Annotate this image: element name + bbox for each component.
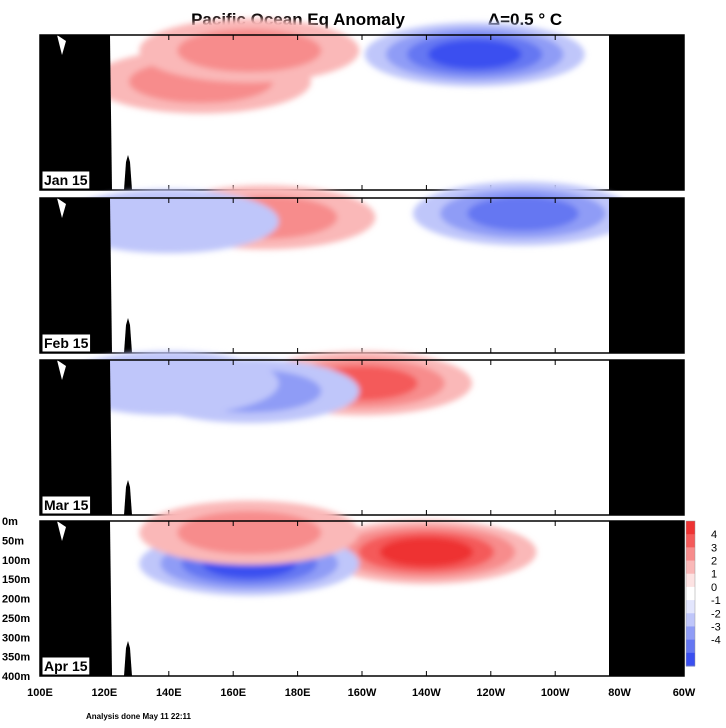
colorbar-label: 3 <box>711 542 717 554</box>
longitude-tick-label: 140W <box>412 687 441 699</box>
seamount <box>124 155 132 190</box>
land-mask-east <box>609 521 684 676</box>
longitude-tick-label: 80W <box>608 687 631 699</box>
colorbar-label: 2 <box>711 556 717 568</box>
longitude-tick-label: 120E <box>92 687 118 699</box>
longitude-tick-label: 180E <box>285 687 311 699</box>
cold-anomaly <box>428 39 522 70</box>
land-mask-west <box>40 35 100 190</box>
panel-date-label: Apr 15 <box>44 658 88 674</box>
longitude-tick-label: 100W <box>541 687 570 699</box>
warm-anomaly <box>177 511 322 555</box>
land-mask-east <box>609 35 684 190</box>
colorbar-label: -2 <box>711 608 721 620</box>
land-mask-east <box>609 198 684 353</box>
panel-date-label: Jan 15 <box>44 172 88 188</box>
warm-anomaly <box>379 537 474 567</box>
panel-date-label-box <box>41 170 91 190</box>
panels-group: Jan 15 Feb 15 Mar 15 Apr 15 <box>39 18 685 677</box>
colorbar-swatch <box>686 613 695 627</box>
land-mask-ridge <box>100 198 112 353</box>
colorbar-swatch <box>686 534 695 548</box>
land-mask-ridge <box>100 521 112 676</box>
panel-date-label-box <box>41 495 92 515</box>
panel-date-label: Feb 15 <box>44 335 89 351</box>
cold-anomaly <box>467 196 579 231</box>
land-notch <box>57 360 66 380</box>
colorbar-swatch <box>686 652 695 667</box>
land-notch <box>57 521 66 541</box>
anomaly-field <box>58 351 472 423</box>
colorbar-swatch <box>686 639 695 654</box>
colorbar-label: 1 <box>711 569 717 581</box>
longitude-tick-label: 120W <box>476 687 505 699</box>
depth-tick-label: 200m <box>2 594 30 606</box>
seamount <box>124 641 132 676</box>
longitude-tick-label: 100E <box>27 687 53 699</box>
colorbar: 43 210-1-2-3 -4 <box>685 520 721 667</box>
panel: Feb 15 <box>39 181 685 354</box>
colorbar-swatch <box>686 626 695 641</box>
depth-tick-label: 50m <box>2 535 24 547</box>
colorbar-label: 4 <box>711 529 717 541</box>
colorbar-label: 0 <box>711 582 717 594</box>
colorbar-swatch <box>686 586 695 601</box>
land-mask-west <box>40 360 100 515</box>
panel-date-label: Mar 15 <box>44 497 89 513</box>
warm-anomaly <box>177 28 322 73</box>
longitude-tick-label: 160W <box>348 687 377 699</box>
colorbar-frame <box>685 520 696 667</box>
panel: Mar 15 <box>39 351 685 516</box>
depth-tick-label: 100m <box>2 555 30 567</box>
land-mask-west <box>40 521 100 676</box>
longitude-axis: 100E 120E 140E 160E 180E 160W 140W 120W 100W 80W 6… <box>27 687 696 699</box>
depth-tick-label: 0m <box>2 516 18 528</box>
land-notch <box>57 35 66 55</box>
colorbar-swatch <box>686 521 695 535</box>
anomaly-field <box>91 18 585 114</box>
land-notch <box>57 198 66 218</box>
panel: Jan 15 <box>39 18 685 191</box>
land-mask-east <box>609 360 684 515</box>
seamount <box>124 318 132 353</box>
land-mask-west <box>40 198 100 353</box>
depth-axis: 0m 50m 100m 150m 200m 250m 300m 350m 400m <box>2 516 30 683</box>
land-mask-ridge <box>100 360 112 515</box>
depth-tick-label: 400m <box>2 671 30 683</box>
depth-tick-label: 250m <box>2 613 30 625</box>
colorbar-swatch <box>686 560 695 575</box>
panel-date-label-box <box>41 656 91 676</box>
longitude-tick-label: 60W <box>673 687 696 699</box>
colorbar-label: -3 <box>711 621 721 633</box>
colorbar-label: -1 <box>711 595 721 607</box>
longitude-tick-label: 160E <box>220 687 246 699</box>
panel: Apr 15 <box>39 500 685 677</box>
anomaly-field <box>139 500 537 596</box>
analysis-footnote: Analysis done May 11 22:11 <box>86 712 191 721</box>
longitude-tick-label: 140E <box>156 687 182 699</box>
depth-tick-label: 350m <box>2 652 30 664</box>
cold-anomaly <box>58 351 279 416</box>
cold-anomaly <box>58 189 279 254</box>
seamount <box>124 480 132 515</box>
colorbar-label: -4 <box>711 635 721 647</box>
colorbar-swatch <box>686 547 695 562</box>
panel-date-label-box <box>41 333 92 353</box>
depth-tick-label: 300m <box>2 632 30 644</box>
depth-tick-label: 150m <box>2 574 30 586</box>
colorbar-swatch <box>686 600 695 614</box>
colorbar-swatch <box>686 573 695 588</box>
land-mask-ridge <box>100 35 112 190</box>
